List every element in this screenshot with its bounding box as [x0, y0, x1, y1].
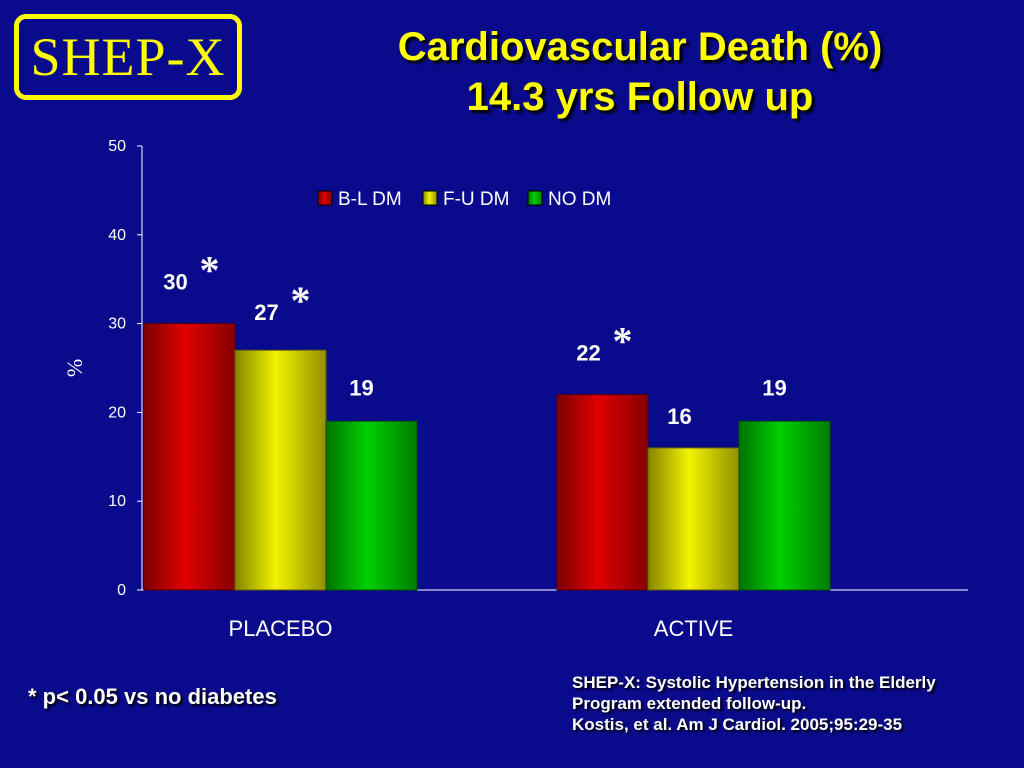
logo-text: SHEP-X [30, 27, 226, 87]
y-tick-label: 20 [108, 404, 126, 421]
y-tick-label: 0 [117, 582, 126, 599]
bar [234, 349, 327, 591]
citation-line-2: Program extended follow-up. [572, 694, 807, 713]
legend-swatch [422, 190, 438, 206]
legend-swatch [527, 190, 543, 206]
bar-value-label: 22 [576, 341, 600, 366]
significance-asterisk: * [200, 248, 220, 293]
bar [647, 447, 740, 591]
citation-line-3: Kostis, et al. Am J Cardiol. 2005;95:29-… [572, 715, 903, 734]
chart-title: Cardiovascular Death (%) 14.3 yrs Follow… [250, 22, 1024, 122]
bar-value-label: 19 [762, 375, 786, 400]
title-line-2: 14.3 yrs Follow up [466, 75, 814, 119]
bar [325, 420, 418, 591]
legend-label: F-U DM [443, 189, 509, 210]
y-tick-label: 40 [108, 227, 126, 244]
logo-box: SHEP-X [14, 14, 242, 100]
citation-line-1: SHEP-X: Systolic Hypertension in the Eld… [572, 673, 936, 692]
y-tick-label: 30 [108, 316, 126, 333]
legend-label: NO DM [548, 189, 611, 210]
bar-value-label: 27 [254, 300, 278, 325]
bar-value-label: 16 [667, 404, 691, 429]
significance-footnote: * p< 0.05 vs no diabetes [28, 684, 277, 709]
category-label: ACTIVE [654, 616, 733, 641]
bar-value-label: 30 [163, 270, 187, 295]
significance-asterisk: * [613, 319, 633, 364]
category-label: PLACEBO [229, 616, 333, 641]
bar [738, 420, 831, 591]
bar-value-label: 19 [349, 375, 373, 400]
y-axis-label: % [62, 359, 87, 377]
legend-label: B-L DM [338, 189, 402, 210]
bar [143, 323, 236, 591]
significance-asterisk: * [291, 278, 311, 323]
title-line-1: Cardiovascular Death (%) [397, 25, 883, 69]
y-tick-label: 10 [108, 493, 126, 510]
bar [556, 394, 649, 591]
legend-swatch [317, 190, 333, 206]
citation: SHEP-X: Systolic Hypertension in the Eld… [572, 672, 936, 735]
y-tick-label: 50 [108, 138, 126, 155]
